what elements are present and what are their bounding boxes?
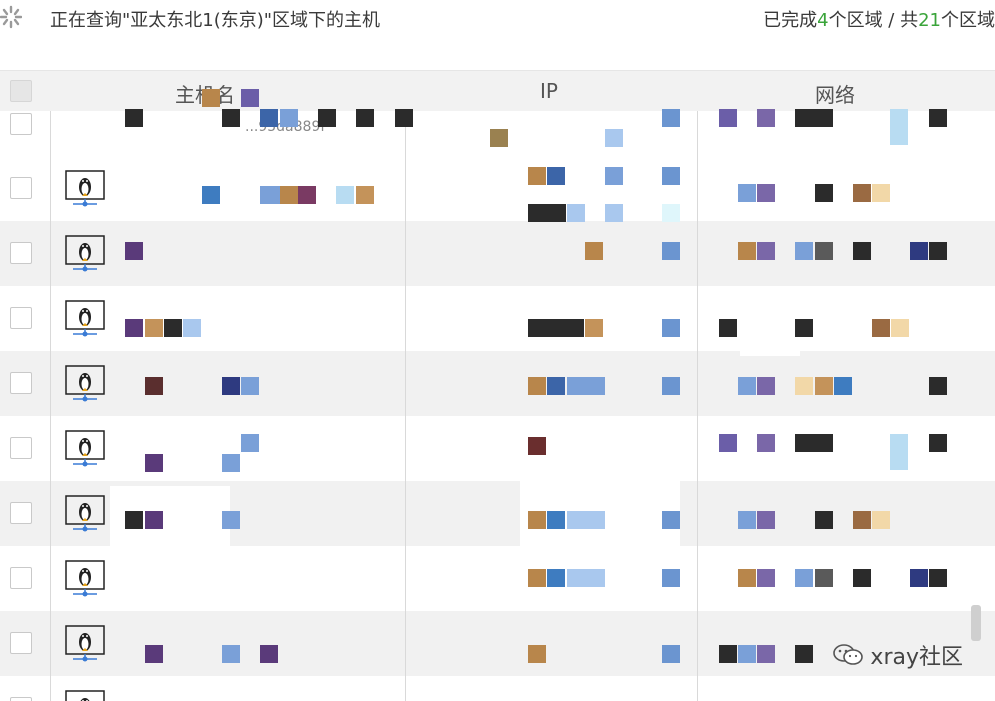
row-checkbox[interactable] xyxy=(10,567,32,589)
linux-host-icon xyxy=(65,560,105,597)
loading-spinner-icon xyxy=(0,5,22,29)
row-checkbox[interactable] xyxy=(10,632,32,654)
column-divider xyxy=(697,111,698,701)
column-header-ip[interactable]: IP xyxy=(540,79,558,103)
top-status-bar: 正在查询"亚太东北1(东京)"区域下的主机 已完成4个区域 / 共21个区域 xyxy=(0,0,995,36)
region-progress: 已完成4个区域 / 共21个区域 xyxy=(763,6,995,32)
watermark-text: xray社区 xyxy=(870,645,963,670)
linux-host-icon xyxy=(65,430,105,467)
wechat-icon xyxy=(833,644,864,665)
table-row[interactable] xyxy=(0,416,995,481)
linux-host-icon xyxy=(65,625,105,662)
progress-suffix: 个区域 xyxy=(941,10,995,31)
linux-host-icon xyxy=(65,495,105,532)
table-row[interactable] xyxy=(0,286,995,351)
row-checkbox[interactable] xyxy=(10,372,32,394)
table-row[interactable] xyxy=(0,221,995,286)
linux-host-icon xyxy=(65,300,105,337)
table-row[interactable] xyxy=(0,546,995,611)
row-checkbox[interactable] xyxy=(10,697,32,701)
scrollbar-thumb[interactable] xyxy=(971,605,981,641)
column-divider xyxy=(405,111,406,701)
column-header-network[interactable]: 网络 xyxy=(815,83,855,107)
host-table: 主机名 IP 网络 ...95da889f xyxy=(0,70,995,701)
table-header: 主机名 IP 网络 xyxy=(0,71,995,111)
query-status-text: 正在查询"亚太东北1(东京)"区域下的主机 xyxy=(50,10,381,31)
select-all-checkbox[interactable] xyxy=(10,80,32,102)
progress-mid: 个区域 / 共 xyxy=(828,10,919,31)
linux-host-icon xyxy=(65,170,105,207)
linux-host-icon xyxy=(65,690,105,701)
completed-count: 4 xyxy=(817,10,829,31)
row-checkbox[interactable] xyxy=(10,307,32,329)
linux-host-icon xyxy=(65,235,105,272)
table-row[interactable] xyxy=(0,611,995,676)
row-checkbox[interactable] xyxy=(10,502,32,524)
linux-host-icon xyxy=(65,365,105,402)
row-checkbox[interactable] xyxy=(10,177,32,199)
column-divider xyxy=(50,111,51,701)
row-checkbox[interactable] xyxy=(10,242,32,264)
row-checkbox[interactable] xyxy=(10,437,32,459)
table-row[interactable] xyxy=(0,676,995,701)
row-checkbox[interactable] xyxy=(10,113,32,135)
total-count: 21 xyxy=(918,10,941,31)
table-row[interactable] xyxy=(0,156,995,221)
progress-prefix: 已完成 xyxy=(763,10,818,31)
watermark: xray社区 xyxy=(832,640,963,670)
